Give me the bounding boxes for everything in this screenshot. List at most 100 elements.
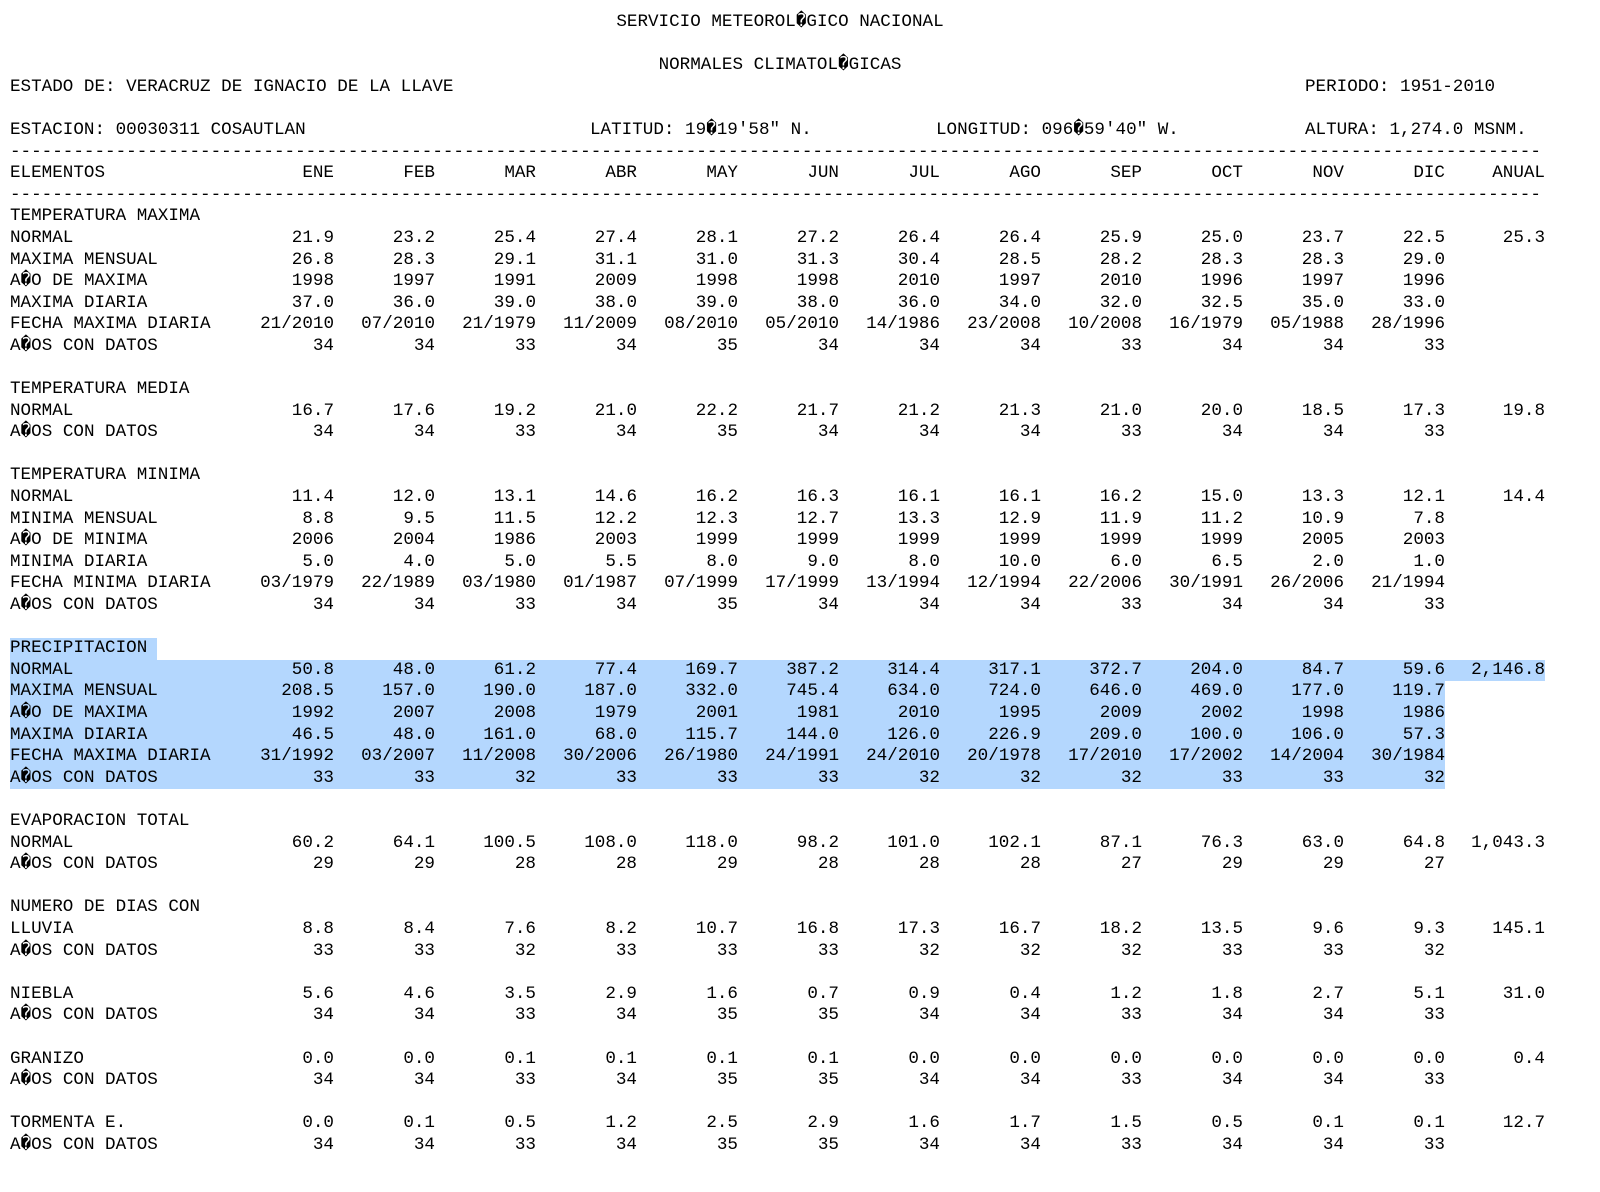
month-value: 177.0	[1243, 681, 1344, 703]
month-value: 03/1979	[260, 573, 334, 594]
month-value: 33	[1423, 1134, 1445, 1155]
month-value: 7.8	[1413, 508, 1445, 529]
month-value: 8.2	[605, 918, 637, 939]
month-value: 98.2	[796, 832, 839, 853]
month-value: 11.9	[1099, 508, 1142, 529]
row-label: MAXIMA MENSUAL	[10, 681, 233, 703]
month-value: 469.0	[1142, 681, 1243, 703]
month-value: 38.0	[594, 292, 637, 313]
month-value: 34	[1019, 1070, 1041, 1091]
month-value: 21.0	[594, 400, 637, 421]
column-header-month: MAR	[504, 163, 536, 184]
month-value: 27	[1423, 854, 1445, 875]
month-value: 34	[413, 422, 435, 443]
month-value: 23.2	[392, 227, 435, 248]
month-value: 37.0	[291, 292, 334, 313]
row-label: MINIMA MENSUAL	[10, 508, 158, 529]
month-value: 187.0	[536, 681, 637, 703]
month-value: 0.1	[706, 1048, 738, 1069]
blank-line	[10, 876, 1590, 898]
month-value: 64.1	[392, 832, 435, 853]
month-value: 16.8	[796, 918, 839, 939]
month-value: 28.2	[1099, 249, 1142, 270]
month-value: 33	[637, 767, 738, 790]
month-value: 35	[716, 1070, 738, 1091]
month-value: 03/2007	[334, 746, 435, 768]
month-value: 9.3	[1413, 918, 1445, 939]
section-block: TEMPERATURA MINIMA NORMAL 11.4 12.0 13.1 14.6…	[10, 465, 1590, 616]
month-value: 0.0	[1211, 1048, 1243, 1069]
month-value: 1.2	[1110, 983, 1142, 1004]
section-block: EVAPORACION TOTAL NORMAL 60.2 64.1 100.5 108.…	[10, 811, 1590, 876]
month-value: 34	[918, 335, 940, 356]
section-title-line: TEMPERATURA MINIMA	[10, 465, 1590, 487]
month-value: 1979	[536, 703, 637, 725]
month-value: 6.0	[1110, 551, 1142, 572]
table-row: NORMAL 16.7 17.6 19.2 21.0 22.2 21.7 21.2 21.3 21…	[10, 401, 1590, 423]
month-value: 34	[615, 1005, 637, 1026]
month-value: 108.0	[584, 832, 637, 853]
month-value: 35	[716, 595, 738, 616]
month-value: 1.0	[1413, 551, 1445, 572]
month-value: 1986	[1344, 703, 1445, 725]
month-value: 33	[1120, 595, 1142, 616]
month-value: 1.6	[908, 1113, 940, 1134]
row-label: FECHA MAXIMA DIARIA	[10, 314, 211, 335]
month-value: 17.3	[1402, 400, 1445, 421]
month-value: 20/1978	[940, 746, 1041, 768]
month-value: 36.0	[897, 292, 940, 313]
section-title: NUMERO DE DIAS CON	[10, 897, 201, 918]
month-value: 32	[435, 767, 536, 790]
month-value: 2004	[392, 530, 435, 551]
month-value: 11/2008	[435, 746, 536, 768]
month-value: 8.8	[302, 918, 334, 939]
month-value: 32	[839, 767, 940, 790]
month-value: 5.0	[504, 551, 536, 572]
month-value: 2003	[594, 530, 637, 551]
blank-line	[10, 34, 1590, 56]
month-value: 35	[817, 1005, 839, 1026]
month-value: 33	[1142, 767, 1243, 790]
annual-value	[1445, 314, 1545, 336]
month-value: 34	[1322, 1070, 1344, 1091]
annual-value: 0.4	[1513, 1048, 1545, 1069]
month-value: 32.5	[1200, 292, 1243, 313]
month-value: 26.4	[998, 227, 1041, 248]
month-value: 33	[716, 940, 738, 961]
month-value: 8.8	[302, 508, 334, 529]
row-label: A�O DE MINIMA	[10, 530, 148, 551]
month-value: 20.0	[1200, 400, 1243, 421]
month-value: 5.1	[1413, 983, 1445, 1004]
month-value: 34	[615, 1070, 637, 1091]
annual-value: 12.7	[1502, 1113, 1545, 1134]
month-value: 9.5	[403, 508, 435, 529]
column-header-month: DIC	[1413, 163, 1445, 184]
blank-line	[10, 617, 1590, 639]
month-value: 28	[514, 854, 536, 875]
month-value: 1992	[233, 703, 334, 725]
month-value: 208.5	[233, 681, 334, 703]
month-value: 2003	[1402, 530, 1445, 551]
table-row: A�OS CON DATOS 34 34 33 34 35 34 34 34 33 34 34 33	[10, 336, 1590, 358]
month-value: 1998	[695, 271, 738, 292]
table-row: A�O DE MINIMA 2006 2004 1986 2003 1999 1999 199…	[10, 530, 1590, 552]
month-value: 21/1979	[462, 314, 536, 335]
month-value: 28.3	[1301, 249, 1344, 270]
annual-value: 2,146.8	[1445, 659, 1545, 682]
month-value: 1.5	[1110, 1113, 1142, 1134]
month-value: 204.0	[1142, 659, 1243, 682]
month-value: 34	[918, 1005, 940, 1026]
month-value: 21.7	[796, 400, 839, 421]
table-row: A�OS CON DATOS 29 29 28 28 29 28 28 28 27 29 29 27	[10, 854, 1590, 876]
column-header-month: ABR	[605, 163, 637, 184]
month-value: 68.0	[536, 724, 637, 747]
month-value: 16/1979	[1169, 314, 1243, 335]
month-value: 11.5	[493, 508, 536, 529]
month-value: 2010	[839, 703, 940, 725]
table-row: A�OS CON DATOS 34 34 33 34 35 35 34 34 33 34 34 33	[10, 1070, 1590, 1092]
month-value: 28/1996	[1371, 314, 1445, 335]
row-label: GRANIZO	[10, 1048, 84, 1069]
month-value: 26.4	[897, 227, 940, 248]
row-label: MAXIMA DIARIA	[10, 724, 233, 747]
month-value: 33	[536, 767, 637, 790]
